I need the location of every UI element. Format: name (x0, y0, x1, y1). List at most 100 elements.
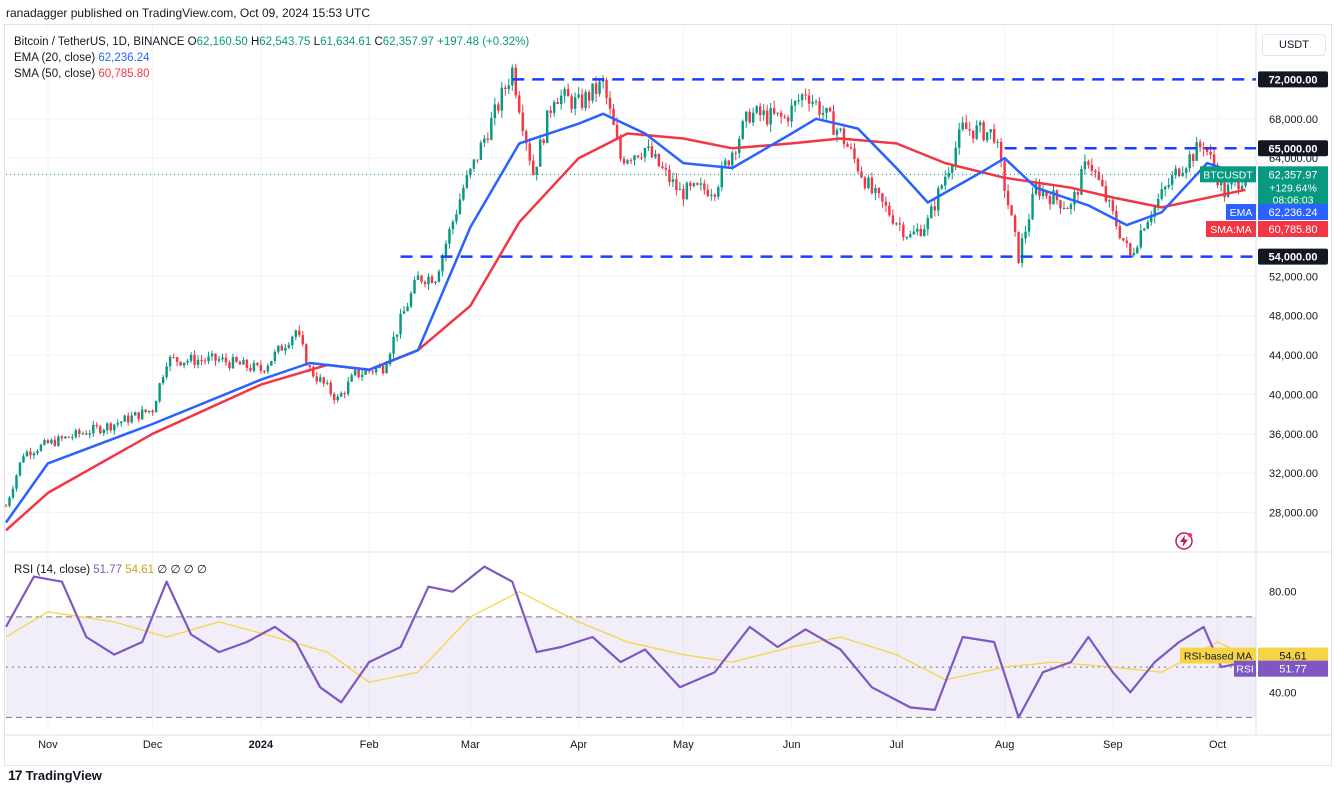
candle-body (881, 193, 884, 202)
candle-body (18, 462, 22, 476)
rsi-tag-bg (1234, 660, 1256, 677)
candle-body (116, 423, 119, 425)
candle-body (710, 194, 713, 196)
candle-body (1048, 196, 1052, 205)
candle-body (846, 144, 849, 147)
candle-body (895, 223, 898, 225)
legend-sma-label: SMA (50, close) (14, 68, 96, 80)
candle-body (772, 108, 776, 114)
candle-body (1212, 154, 1216, 169)
legend-high-label: H (250, 36, 260, 48)
candle-body (874, 187, 877, 194)
candle-body (671, 179, 675, 182)
candle-body (668, 169, 671, 182)
candle-body (388, 353, 392, 365)
candle-body (490, 118, 493, 140)
level-tag-label: 54,000.00 (1269, 252, 1318, 264)
ema-tag-bg (1226, 204, 1256, 220)
candle-body (46, 440, 50, 444)
candle-body (179, 361, 182, 366)
candle-body (39, 444, 43, 452)
candle-body (1010, 205, 1013, 216)
candle-body (888, 205, 891, 216)
candle-body (266, 365, 270, 372)
candle-body (182, 362, 186, 366)
candle-body (280, 345, 284, 351)
candle-body (640, 157, 643, 159)
legend-row-sma[interactable]: SMA (50, close) 60,785.80 (14, 66, 529, 82)
candle-body (738, 138, 741, 153)
candle-body (573, 97, 577, 109)
candle-body (818, 101, 821, 115)
candle-body (326, 382, 329, 384)
candle-body (120, 421, 123, 424)
candle-body (594, 83, 598, 94)
candle-body (161, 377, 165, 384)
candle-body (395, 334, 399, 337)
candle-body (549, 110, 552, 113)
candle-body (1073, 192, 1076, 205)
candle-body (535, 166, 538, 175)
candle-body (957, 129, 961, 148)
candle-body (371, 371, 374, 373)
candle-body (528, 143, 531, 161)
candle-body (954, 147, 957, 166)
candle-body (374, 367, 378, 373)
candle-body (867, 177, 870, 189)
candle-body (1108, 200, 1111, 202)
candle-body (228, 362, 231, 369)
candle-body (130, 415, 133, 423)
candle-body (15, 475, 18, 489)
candle-body (951, 165, 954, 173)
candle-body (947, 172, 950, 177)
candle-body (465, 175, 469, 188)
candle-body (392, 336, 395, 354)
candle-body (217, 359, 221, 361)
candle-body (1094, 170, 1097, 173)
candle-body (633, 155, 636, 161)
candle-body (444, 243, 448, 256)
candle-body (1125, 240, 1129, 244)
legend-row-ema[interactable]: EMA (20, close) 62,236.24 (14, 50, 529, 66)
candle-body (43, 440, 46, 445)
candle-body (113, 424, 116, 431)
y-tick-label: 28,000.00 (1269, 508, 1318, 520)
rsi-legend-ma: 54.61 (125, 564, 155, 576)
candle-body (1003, 161, 1006, 191)
candle-body (612, 108, 615, 125)
candle-body (919, 228, 923, 236)
rsi-legend[interactable]: RSI (14, close) 51.77 54.61 ∅ ∅ ∅ ∅ (14, 562, 207, 576)
candle-body (629, 160, 633, 162)
x-tick-label: Oct (1209, 739, 1226, 751)
candle-body (1143, 228, 1146, 231)
candle-body (22, 456, 25, 463)
candle-body (1111, 200, 1115, 212)
candle-body (839, 128, 842, 130)
price-legend: Bitcoin / TetherUS, 1D, BINANCE O62,160.… (14, 34, 529, 82)
candle-body (175, 357, 179, 362)
candle-body (193, 354, 196, 365)
candle-body (298, 330, 301, 336)
candle-body (1062, 207, 1066, 209)
currency-button[interactable]: USDT (1262, 34, 1326, 56)
candle-body (497, 104, 500, 111)
candle-body (238, 361, 242, 365)
candle-body (64, 436, 67, 439)
candle-body (790, 105, 793, 122)
candle-body (734, 152, 737, 154)
btcusdt-price-bg (1258, 166, 1328, 207)
candle-body (1104, 186, 1108, 202)
candle-body (1205, 149, 1209, 152)
legend-high: 62,543.75 (259, 36, 311, 48)
candle-body (81, 433, 85, 435)
candle-body (706, 189, 710, 196)
lightning-icon[interactable] (1174, 531, 1194, 551)
x-tick-label: Jul (889, 739, 903, 751)
candle-body (472, 159, 476, 169)
candle-body (1052, 190, 1055, 205)
candle-body (863, 177, 867, 189)
candle-body (933, 206, 936, 211)
candle-body (654, 153, 657, 158)
candle-body (343, 393, 346, 395)
